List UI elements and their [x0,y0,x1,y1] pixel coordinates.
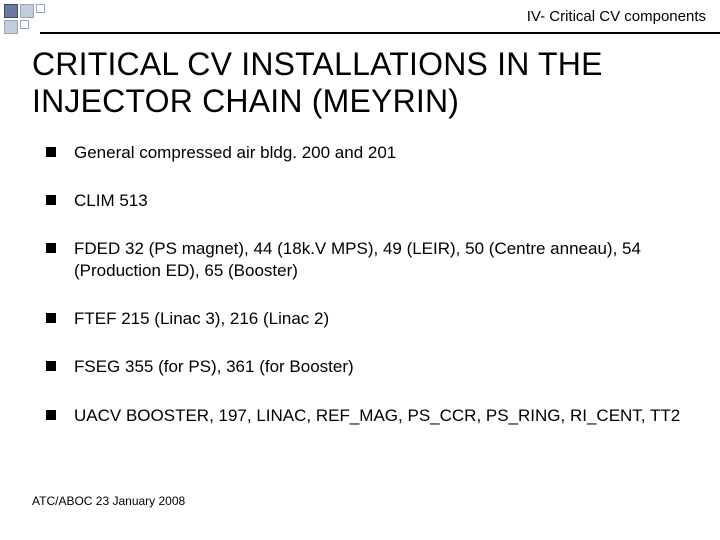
bullet-text: FSEG 355 (for PS), 361 (for Booster) [74,356,354,378]
deco-square [4,20,18,34]
deco-square [20,20,29,29]
footer-text: ATC/ABOC 23 January 2008 [32,494,185,508]
deco-square [20,4,34,18]
square-bullet-icon [46,361,56,371]
bullet-list: General compressed air bldg. 200 and 201… [46,142,688,453]
slide-title: CRITICAL CV INSTALLATIONS IN THE INJECTO… [32,46,704,120]
bullet-text: UACV BOOSTER, 197, LINAC, REF_MAG, PS_CC… [74,405,680,427]
square-bullet-icon [46,410,56,420]
header-section-label: IV- Critical CV components [527,8,706,25]
square-bullet-icon [46,195,56,205]
list-item: UACV BOOSTER, 197, LINAC, REF_MAG, PS_CC… [46,405,688,427]
list-item: General compressed air bldg. 200 and 201 [46,142,688,164]
bullet-text: FDED 32 (PS magnet), 44 (18k.V MPS), 49 … [74,238,688,282]
deco-square [36,20,38,22]
bullet-text: FTEF 215 (Linac 3), 216 (Linac 2) [74,308,329,330]
list-item: FSEG 355 (for PS), 361 (for Booster) [46,356,688,378]
square-bullet-icon [46,313,56,323]
square-bullet-icon [46,147,56,157]
list-item: FDED 32 (PS magnet), 44 (18k.V MPS), 49 … [46,238,688,282]
header-divider [40,32,720,34]
corner-decoration [4,4,50,34]
deco-square [4,4,18,18]
deco-square [36,4,45,13]
list-item: CLIM 513 [46,190,688,212]
square-bullet-icon [46,243,56,253]
bullet-text: General compressed air bldg. 200 and 201 [74,142,396,164]
bullet-text: CLIM 513 [74,190,148,212]
list-item: FTEF 215 (Linac 3), 216 (Linac 2) [46,308,688,330]
